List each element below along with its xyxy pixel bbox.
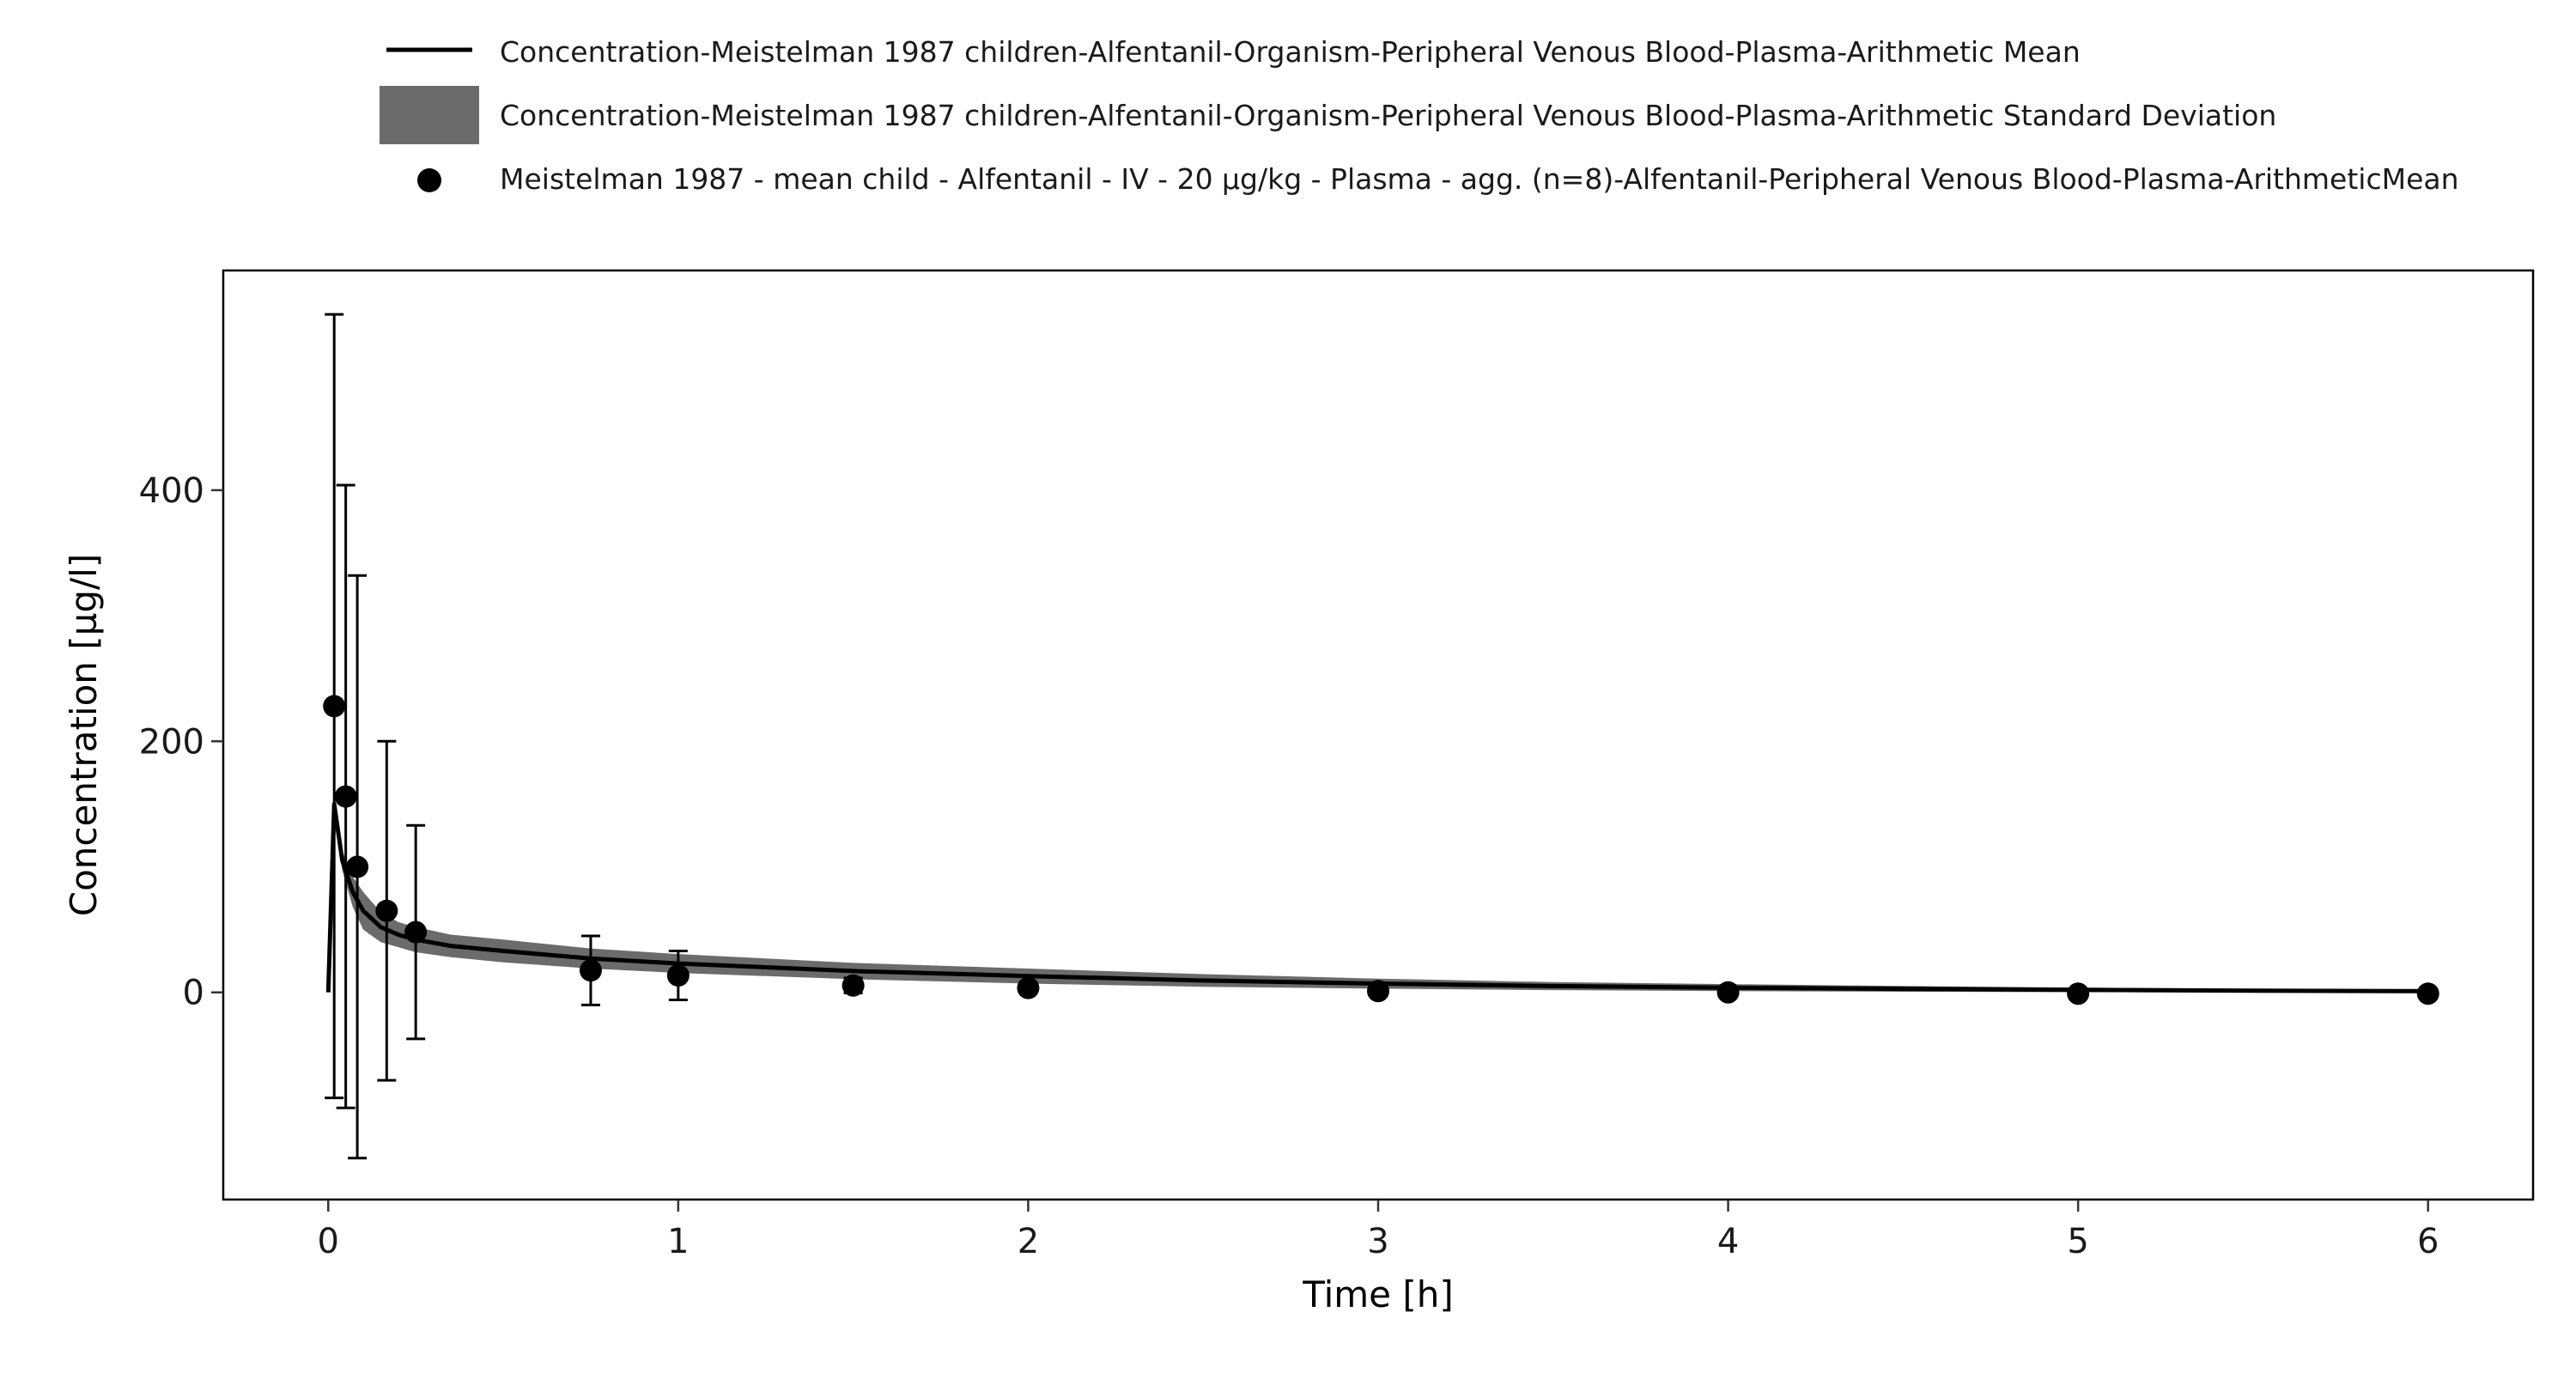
data-point	[1017, 976, 1040, 999]
legend-label: Meistelman 1987 - mean child - Alfentani…	[500, 162, 2459, 196]
plot-area	[323, 313, 2439, 1160]
data-point	[1367, 980, 1389, 1003]
legend-key-band	[380, 86, 479, 144]
x-tick-label: 1	[667, 1222, 689, 1261]
x-tick-label: 5	[2067, 1222, 2088, 1261]
data-point	[579, 959, 602, 982]
x-tick-label: 0	[318, 1222, 339, 1261]
y-tick-label: 400	[139, 471, 204, 511]
y-tick-label: 0	[183, 974, 204, 1013]
x-tick-label: 3	[1367, 1222, 1388, 1261]
legend: Concentration-Meistelman 1987 children-A…	[380, 35, 2459, 196]
data-point	[2067, 982, 2090, 1005]
legend-key-point	[417, 168, 441, 192]
legend-label: Concentration-Meistelman 1987 children-A…	[500, 35, 2081, 69]
data-point	[841, 974, 865, 997]
y-axis-title: Concentration [µg/l]	[63, 554, 105, 916]
x-axis-title: Time [h]	[1302, 1273, 1454, 1315]
data-point	[323, 695, 346, 718]
data-point	[404, 920, 428, 944]
legend-label: Concentration-Meistelman 1987 children-A…	[500, 99, 2276, 132]
data-point	[346, 855, 369, 878]
x-tick-label: 6	[2417, 1222, 2439, 1261]
x-tick-label: 4	[1717, 1222, 1739, 1261]
panel-border	[222, 269, 2535, 1201]
data-point	[2416, 982, 2439, 1005]
data-point	[334, 785, 357, 808]
data-point	[1716, 981, 1740, 1004]
data-point	[375, 899, 398, 922]
axes: 0 1 2 3 4 5 6 0 200 400	[139, 471, 2439, 1261]
y-tick-label: 200	[139, 722, 204, 762]
data-point	[666, 964, 690, 987]
x-tick-label: 2	[1018, 1222, 1039, 1261]
